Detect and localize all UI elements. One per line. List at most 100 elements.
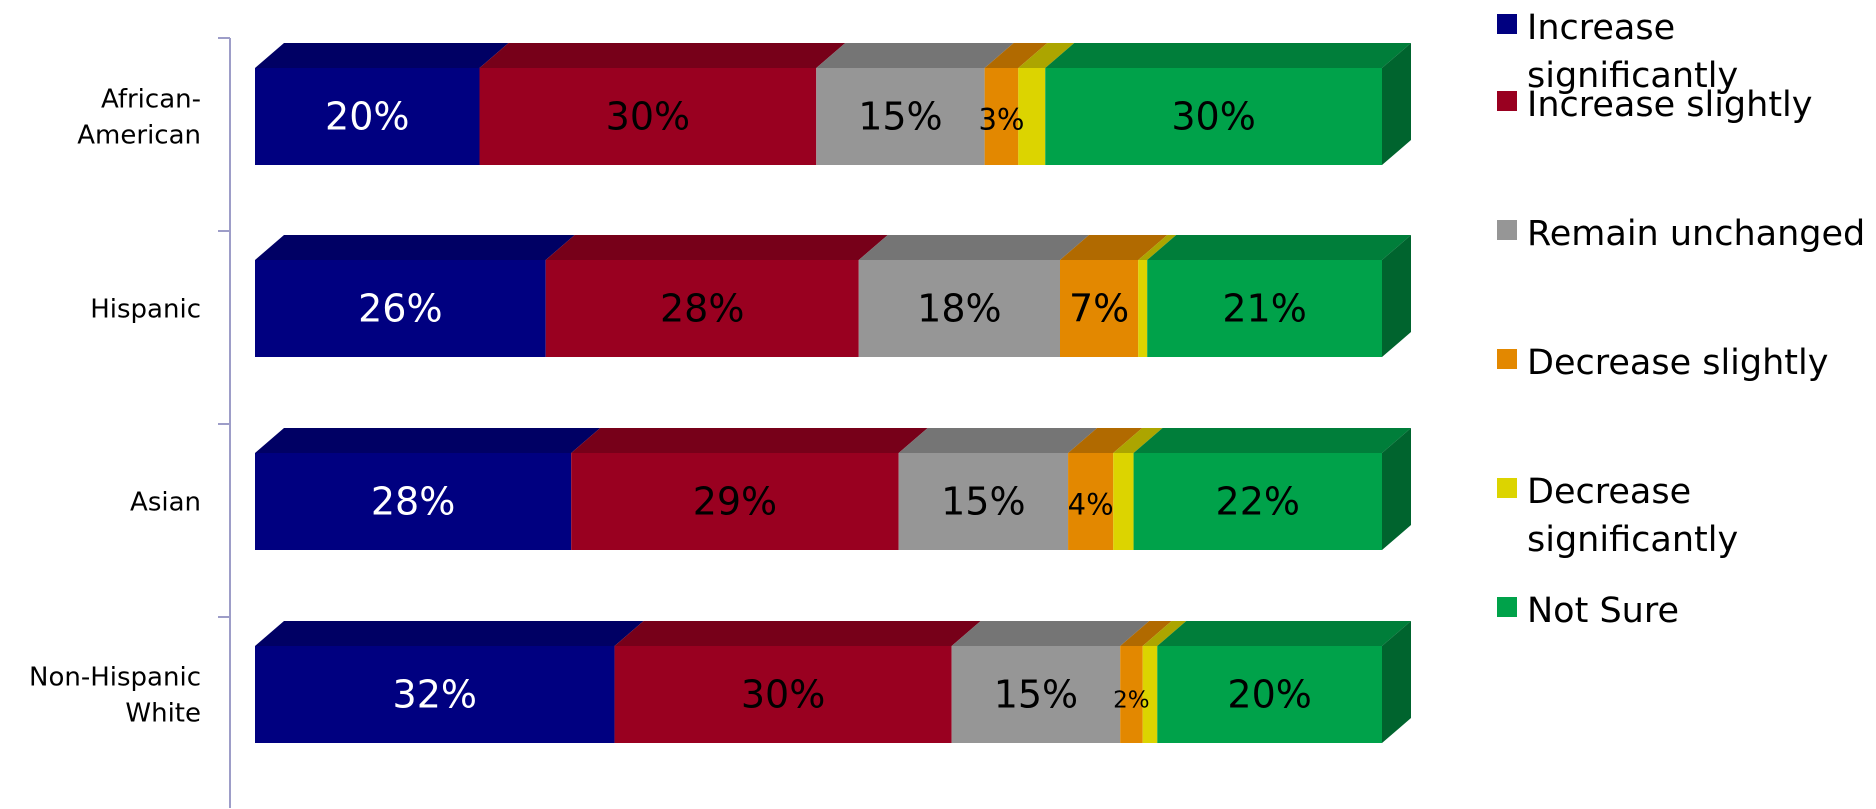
legend-swatch bbox=[1497, 597, 1517, 617]
bar-segment-top bbox=[1113, 428, 1163, 453]
data-label: 32% bbox=[393, 673, 477, 717]
legend-label: significantly bbox=[1527, 56, 1738, 96]
legend-swatch bbox=[1497, 478, 1517, 498]
data-label: 2% bbox=[1113, 688, 1150, 714]
bar-segment-top bbox=[898, 428, 1098, 453]
legend-swatch bbox=[1497, 349, 1517, 369]
data-label: 18% bbox=[917, 287, 1001, 331]
data-label: 15% bbox=[994, 673, 1078, 717]
bar-side-face bbox=[1382, 621, 1411, 743]
bar-segment-top bbox=[1018, 43, 1075, 68]
data-label: 15% bbox=[858, 95, 942, 139]
bar-segment bbox=[1147, 260, 1382, 357]
bar-segment-top bbox=[1138, 235, 1177, 260]
legend-swatch bbox=[1497, 220, 1517, 240]
category-axis: African- American Hispanic Asian Non-Hispani… bbox=[29, 37, 231, 808]
legend-swatch bbox=[1497, 14, 1517, 34]
data-label: 15% bbox=[941, 480, 1025, 524]
legend-item: Increase significantly bbox=[1497, 8, 1738, 96]
bar-segment bbox=[255, 646, 615, 743]
data-labels: 20% 30% 15% 3% 30% 26% 28% 18% 7% 21% 28% 29% 15% 4% 2… bbox=[325, 95, 1312, 717]
legend-swatch bbox=[1497, 91, 1517, 111]
bar-segment-top bbox=[1133, 428, 1411, 453]
data-label: 26% bbox=[358, 287, 442, 331]
bar-segment bbox=[1068, 453, 1114, 550]
legend-item: Decrease significantly bbox=[1497, 472, 1738, 560]
data-label: 29% bbox=[693, 480, 777, 524]
bar-segment bbox=[1133, 453, 1382, 550]
bar-segment bbox=[1060, 260, 1139, 357]
bar-segment bbox=[479, 68, 817, 165]
bar-segment bbox=[1045, 68, 1382, 165]
legend-label: Decrease slightly bbox=[1527, 343, 1828, 383]
bar-segment-top bbox=[1060, 235, 1168, 260]
bar-segment bbox=[1113, 453, 1134, 550]
bar-segment-top bbox=[545, 235, 888, 260]
bars bbox=[255, 43, 1411, 743]
legend-item: Increase slightly bbox=[1497, 85, 1813, 125]
category-label: American bbox=[77, 121, 201, 151]
bar-segment-top bbox=[951, 621, 1150, 646]
bar-side-face bbox=[1382, 428, 1411, 550]
bar-segment-top bbox=[1120, 621, 1172, 646]
data-label: 7% bbox=[1069, 287, 1129, 331]
category-label: Hispanic bbox=[90, 295, 201, 325]
legend-item: Remain unchanged bbox=[1497, 214, 1865, 254]
data-label: 4% bbox=[1068, 488, 1114, 522]
legend-item: Decrease slightly bbox=[1497, 343, 1828, 383]
bar-segment bbox=[816, 68, 985, 165]
legend-label: Not Sure bbox=[1527, 591, 1679, 631]
bar-segment bbox=[1138, 260, 1148, 357]
bar-segment-top bbox=[614, 621, 981, 646]
legend-label: Increase bbox=[1527, 8, 1675, 48]
legend-item: Not Sure bbox=[1497, 591, 1679, 631]
category-label: Asian bbox=[130, 488, 201, 518]
bar-segment bbox=[984, 68, 1019, 165]
bar-segment-top bbox=[816, 43, 1014, 68]
legend-label: Remain unchanged bbox=[1527, 214, 1865, 254]
data-label: 30% bbox=[741, 673, 825, 717]
bar-segment-top bbox=[255, 428, 601, 453]
bar-segment bbox=[951, 646, 1121, 743]
bar-segment bbox=[614, 646, 952, 743]
legend-label: Increase slightly bbox=[1527, 85, 1813, 125]
bar-segment-top bbox=[1045, 43, 1411, 68]
category-label: White bbox=[125, 699, 201, 729]
bar-segment bbox=[255, 68, 480, 165]
category-label: Non-Hispanic bbox=[29, 663, 201, 693]
legend-label: Decrease bbox=[1527, 472, 1691, 512]
bar-segment bbox=[898, 453, 1069, 550]
category-label: African- bbox=[101, 85, 201, 115]
bar-segment bbox=[858, 260, 1060, 357]
data-label: 28% bbox=[371, 480, 455, 524]
bar-segment-top bbox=[255, 43, 509, 68]
data-label: 20% bbox=[1227, 673, 1311, 717]
bar-segment-top bbox=[1147, 235, 1411, 260]
bar-segment bbox=[545, 260, 859, 357]
data-label: 30% bbox=[606, 95, 690, 139]
data-label: 30% bbox=[1171, 95, 1255, 139]
bar-segment-top bbox=[571, 428, 928, 453]
bar-side-face bbox=[1382, 43, 1411, 165]
bar-segment bbox=[1120, 646, 1143, 743]
data-label: 3% bbox=[978, 103, 1024, 137]
bar-side-face bbox=[1382, 235, 1411, 357]
bar-segment bbox=[255, 260, 546, 357]
bar-segment-top bbox=[858, 235, 1089, 260]
bar-segment-top bbox=[1068, 428, 1143, 453]
data-label: 21% bbox=[1222, 287, 1306, 331]
bar-segment bbox=[1157, 646, 1382, 743]
legend-label: significantly bbox=[1527, 520, 1738, 560]
bar-segment-top bbox=[255, 235, 575, 260]
bar-segment bbox=[1018, 68, 1046, 165]
data-label: 22% bbox=[1216, 480, 1300, 524]
bar-segment-top bbox=[1157, 621, 1411, 646]
bar-segment-top bbox=[1142, 621, 1187, 646]
bar-segment bbox=[1142, 646, 1158, 743]
bar-segment-top bbox=[255, 621, 644, 646]
bar-segment-top bbox=[984, 43, 1048, 68]
bar-segment-top bbox=[479, 43, 846, 68]
bar-segment bbox=[571, 453, 899, 550]
